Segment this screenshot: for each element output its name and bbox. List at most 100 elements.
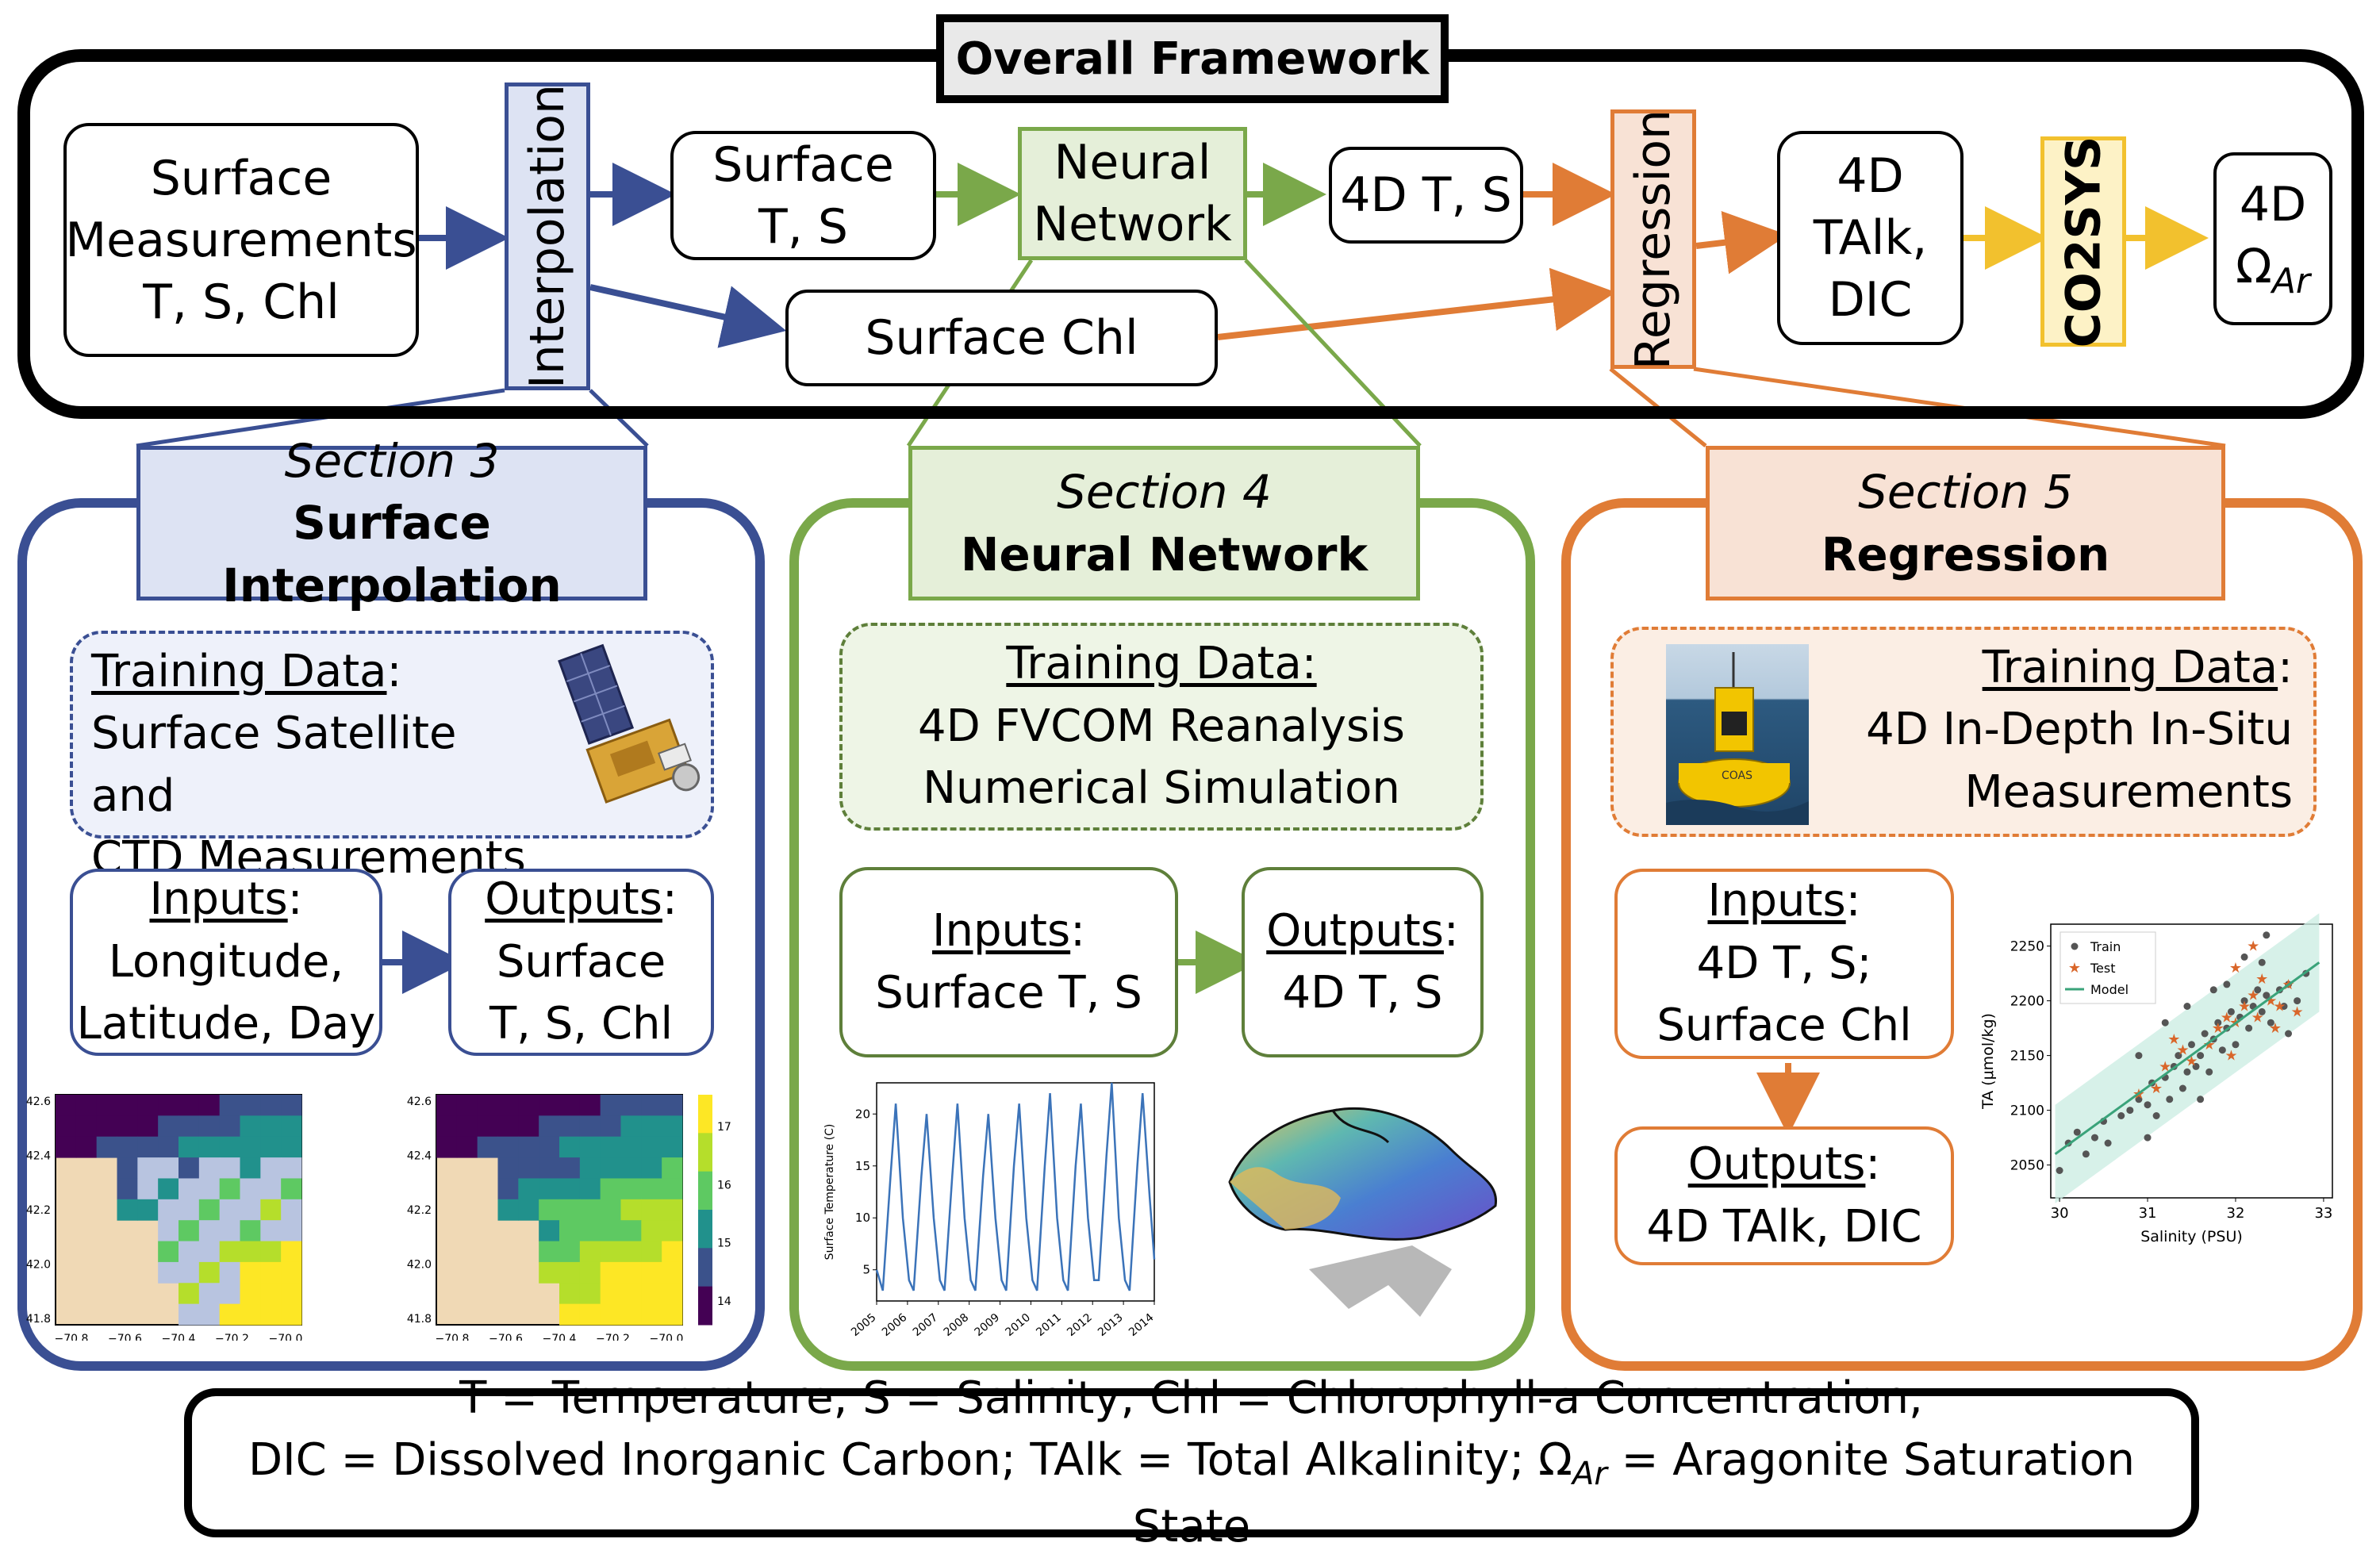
map-cell: [477, 1115, 498, 1138]
train-point: [2175, 1052, 2182, 1060]
map-cell: [137, 1178, 159, 1200]
train-point: [2254, 986, 2262, 994]
neural-network-line2: Network: [1033, 197, 1232, 252]
train-point: [2104, 1139, 2112, 1147]
train-point: [2183, 1003, 2191, 1010]
scatter-y-tick-label: 2050: [2010, 1158, 2044, 1174]
map-y-tick-label: 42.2: [26, 1204, 51, 1217]
section5-outputs-label: Outputs: [1687, 1138, 1866, 1191]
map-cell: [518, 1136, 539, 1158]
map-cell: [620, 1303, 642, 1326]
co2sys-label: CO2SYS: [2056, 136, 2112, 347]
map-cell: [260, 1199, 282, 1221]
map-cell: [579, 1199, 601, 1221]
map-cell: [518, 1178, 539, 1200]
map-x-tick-label: −70.8: [436, 1333, 470, 1341]
train-point: [2192, 1062, 2200, 1070]
surface-measurements-line3: T, S, Chl: [143, 274, 340, 330]
map-cell: [260, 1261, 282, 1284]
map-cell: [158, 1220, 179, 1242]
test-point: ★: [2221, 1009, 2233, 1026]
colorbar-tick-label: 16: [717, 1179, 731, 1192]
map-y-tick-label: 42.4: [26, 1150, 51, 1163]
map-cell: [260, 1157, 282, 1179]
map-cell: [600, 1241, 621, 1263]
regression-label: Regression: [1626, 109, 1681, 370]
section3-outputs-box: Outputs: Surface T, S, Chl: [448, 869, 714, 1056]
map-cell: [198, 1115, 221, 1138]
map-cell: [260, 1220, 282, 1242]
section3-number: Section 3: [284, 434, 500, 489]
map-cell: [497, 1136, 519, 1158]
map-cell: [219, 1303, 240, 1326]
interpolation-node: Interpolation: [505, 83, 590, 390]
section4-inputs-line1: Surface T, S: [875, 967, 1142, 1019]
map-cell: [219, 1220, 240, 1242]
train-point: [2090, 1134, 2098, 1142]
train-point: [2188, 1041, 2195, 1049]
map-cell: [539, 1136, 560, 1158]
omega-line1: 4D: [2239, 176, 2307, 232]
map-cell: [662, 1199, 683, 1221]
map-cell: [240, 1220, 261, 1242]
map-cell: [260, 1303, 282, 1326]
section4-title: Neural Network: [960, 527, 1368, 581]
surface-ts-node: Surface T, S: [670, 131, 936, 260]
section3-training-colon: :: [386, 646, 402, 697]
section3-inputs-line1: Longitude,: [108, 935, 344, 988]
section5-title: Regression: [1821, 527, 2110, 581]
map-cell: [219, 1241, 240, 1263]
map-cell: [579, 1157, 601, 1179]
map-cell: [620, 1261, 642, 1284]
map-cell: [456, 1136, 478, 1158]
map-cell: [158, 1199, 179, 1221]
test-point: ★: [2150, 1080, 2163, 1097]
map-cell: [178, 1303, 200, 1326]
map-cell: [641, 1220, 662, 1242]
train-point: [2183, 1068, 2191, 1076]
colorbar-tick-label: 17: [717, 1121, 731, 1134]
arrow-regression-to-talk: [1695, 210, 1788, 274]
map-y-tick-label: 42.4: [407, 1150, 432, 1163]
section5-training-colon: :: [2278, 642, 2293, 693]
section3-title: Surface Interpolation: [222, 496, 562, 612]
section5-inputs-line1: 4D T, S;: [1696, 937, 1872, 989]
map-cell: [436, 1136, 458, 1158]
map-cell: [281, 1115, 302, 1138]
map-cell: [559, 1157, 581, 1179]
ts-x-tick-label: 2005: [849, 1311, 879, 1339]
map-cell: [198, 1095, 221, 1116]
train-point: [2240, 953, 2248, 961]
ts-x-tick-label: 2011: [1034, 1311, 1064, 1339]
map-cell: [178, 1095, 200, 1116]
map-cell: [117, 1136, 138, 1158]
map-cell: [559, 1241, 581, 1263]
colorbar-tick-label: 15: [717, 1238, 731, 1250]
scatter-y-tick-label: 2100: [2010, 1103, 2044, 1119]
test-point: ★: [2159, 1058, 2171, 1075]
train-point: [2227, 1007, 2235, 1015]
train-point: [2166, 1096, 2174, 1103]
scatter-x-tick-label: 31: [2139, 1205, 2157, 1222]
map-cell: [137, 1199, 159, 1221]
test-point: ★: [2176, 1042, 2189, 1059]
legend-line2: DIC = Dissolved Inorganic Carbon; TAlk =…: [192, 1429, 2191, 1558]
map-cell: [56, 1115, 77, 1138]
legend-test-marker: ★: [2068, 960, 2081, 977]
test-point: ★: [2238, 999, 2251, 1015]
map-cell: [539, 1220, 560, 1242]
map-cell: [240, 1136, 261, 1158]
ts-plot-area: [876, 1082, 1155, 1302]
ts-x-tick-label: 2013: [1096, 1311, 1126, 1339]
co2sys-node: CO2SYS: [2040, 136, 2126, 347]
map-cell: [240, 1115, 261, 1138]
ts-y-tick-label: 5: [862, 1263, 870, 1277]
model-line: [2054, 961, 2320, 1156]
map-cell: [559, 1261, 581, 1284]
map-cell: [158, 1178, 179, 1200]
colorbar-segment: [698, 1171, 712, 1211]
train-point: [2258, 958, 2266, 966]
section3-outputs-line2: T, S, Chl: [489, 998, 674, 1050]
map-cell: [539, 1241, 560, 1263]
legend-omega: Ω: [1538, 1433, 1572, 1486]
